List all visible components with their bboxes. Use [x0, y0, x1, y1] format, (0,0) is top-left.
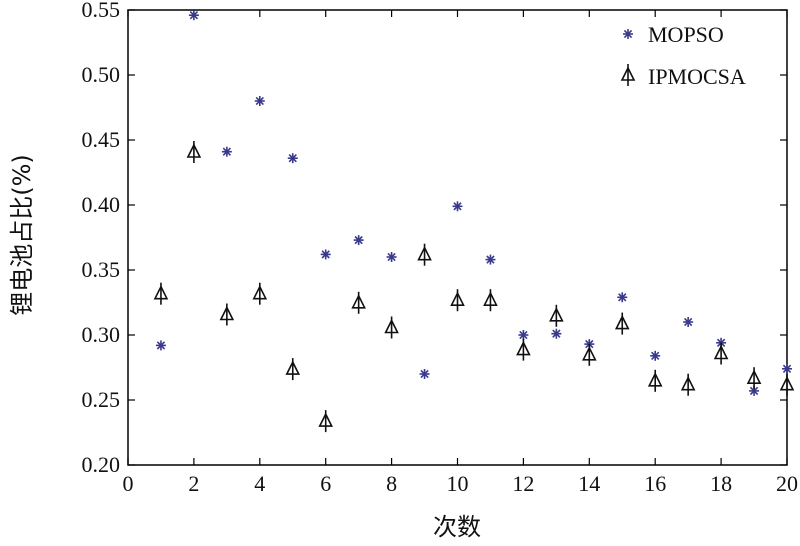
data-point-mopso: [221, 146, 232, 157]
y-axis-label: 锂电池占比(%): [8, 154, 36, 316]
x-tick-label: 6: [320, 471, 331, 496]
legend: MOPSO IPMOCSA: [620, 22, 746, 89]
y-axis-ticks: 0.20 0.25 0.30 0.35 0.40 0.45 0.50 0.55: [82, 0, 787, 477]
data-point-ipmocsa: [417, 243, 432, 266]
data-point-mopso: [683, 317, 694, 327]
data-point-mopso: [419, 369, 430, 379]
y-tick-label: 0.25: [82, 387, 121, 412]
y-tick-label: 0.45: [82, 127, 121, 152]
legend-marker-mopso: [623, 29, 633, 39]
data-point-mopso: [353, 235, 364, 246]
y-tick-label: 0.55: [82, 0, 121, 22]
data-point-ipmocsa: [153, 282, 169, 305]
y-tick-label: 0.20: [82, 452, 121, 477]
data-point-mopso: [320, 249, 331, 260]
data-point-ipmocsa: [318, 410, 333, 433]
y-tick-label: 0.35: [82, 257, 121, 282]
data-point-ipmocsa: [219, 303, 235, 326]
data-point-ipmocsa: [252, 282, 268, 305]
legend-label-ipmocsa: IPMOCSA: [648, 64, 746, 89]
data-point-ipmocsa: [713, 342, 729, 365]
data-point-ipmocsa: [680, 373, 696, 396]
data-point-mopso: [551, 328, 562, 339]
x-tick-label: 8: [386, 471, 397, 496]
x-axis-ticks: 0 2 4 6 8 10 12 14 16 18 20: [123, 10, 798, 496]
data-point-mopso: [155, 340, 166, 351]
data-point-ipmocsa: [516, 338, 531, 361]
x-tick-label: 16: [644, 471, 666, 496]
series-ipmocsa: [153, 141, 795, 433]
data-point-ipmocsa: [614, 312, 630, 335]
y-tick-label: 0.40: [82, 192, 121, 217]
data-point-ipmocsa: [582, 343, 597, 366]
legend-label-mopso: MOPSO: [648, 22, 724, 47]
x-tick-label: 14: [578, 471, 600, 496]
data-point-ipmocsa: [549, 304, 564, 327]
data-point-mopso: [287, 153, 298, 164]
x-tick-label: 18: [710, 471, 732, 496]
data-point-mopso: [518, 330, 529, 340]
data-point-mopso: [188, 10, 199, 21]
data-point-mopso: [386, 252, 397, 262]
x-tick-label: 0: [123, 471, 134, 496]
data-point-ipmocsa: [450, 289, 465, 312]
x-tick-label: 10: [447, 471, 469, 496]
legend-marker-ipmocsa: [620, 64, 636, 86]
x-tick-label: 12: [512, 471, 534, 496]
data-point-ipmocsa: [186, 141, 202, 163]
data-point-mopso: [650, 350, 661, 361]
data-point-ipmocsa: [285, 358, 301, 381]
x-tick-label: 4: [254, 471, 265, 496]
x-tick-label: 20: [776, 471, 798, 496]
data-point-ipmocsa: [647, 369, 663, 392]
x-tick-label: 2: [188, 471, 199, 496]
y-tick-label: 0.30: [82, 322, 121, 347]
data-point-mopso: [617, 292, 628, 303]
data-point-ipmocsa: [483, 289, 498, 312]
x-axis-label: 次数: [433, 513, 481, 541]
data-point-ipmocsa: [384, 316, 399, 339]
series-layer: [153, 10, 795, 433]
data-point-mopso: [452, 201, 463, 212]
data-point-ipmocsa: [351, 291, 366, 314]
data-point-ipmocsa: [746, 367, 762, 390]
y-tick-label: 0.50: [82, 62, 121, 87]
data-point-mopso: [254, 96, 265, 106]
data-point-mopso: [485, 254, 496, 265]
data-point-ipmocsa: [779, 373, 795, 396]
data-point-mopso: [782, 363, 792, 374]
